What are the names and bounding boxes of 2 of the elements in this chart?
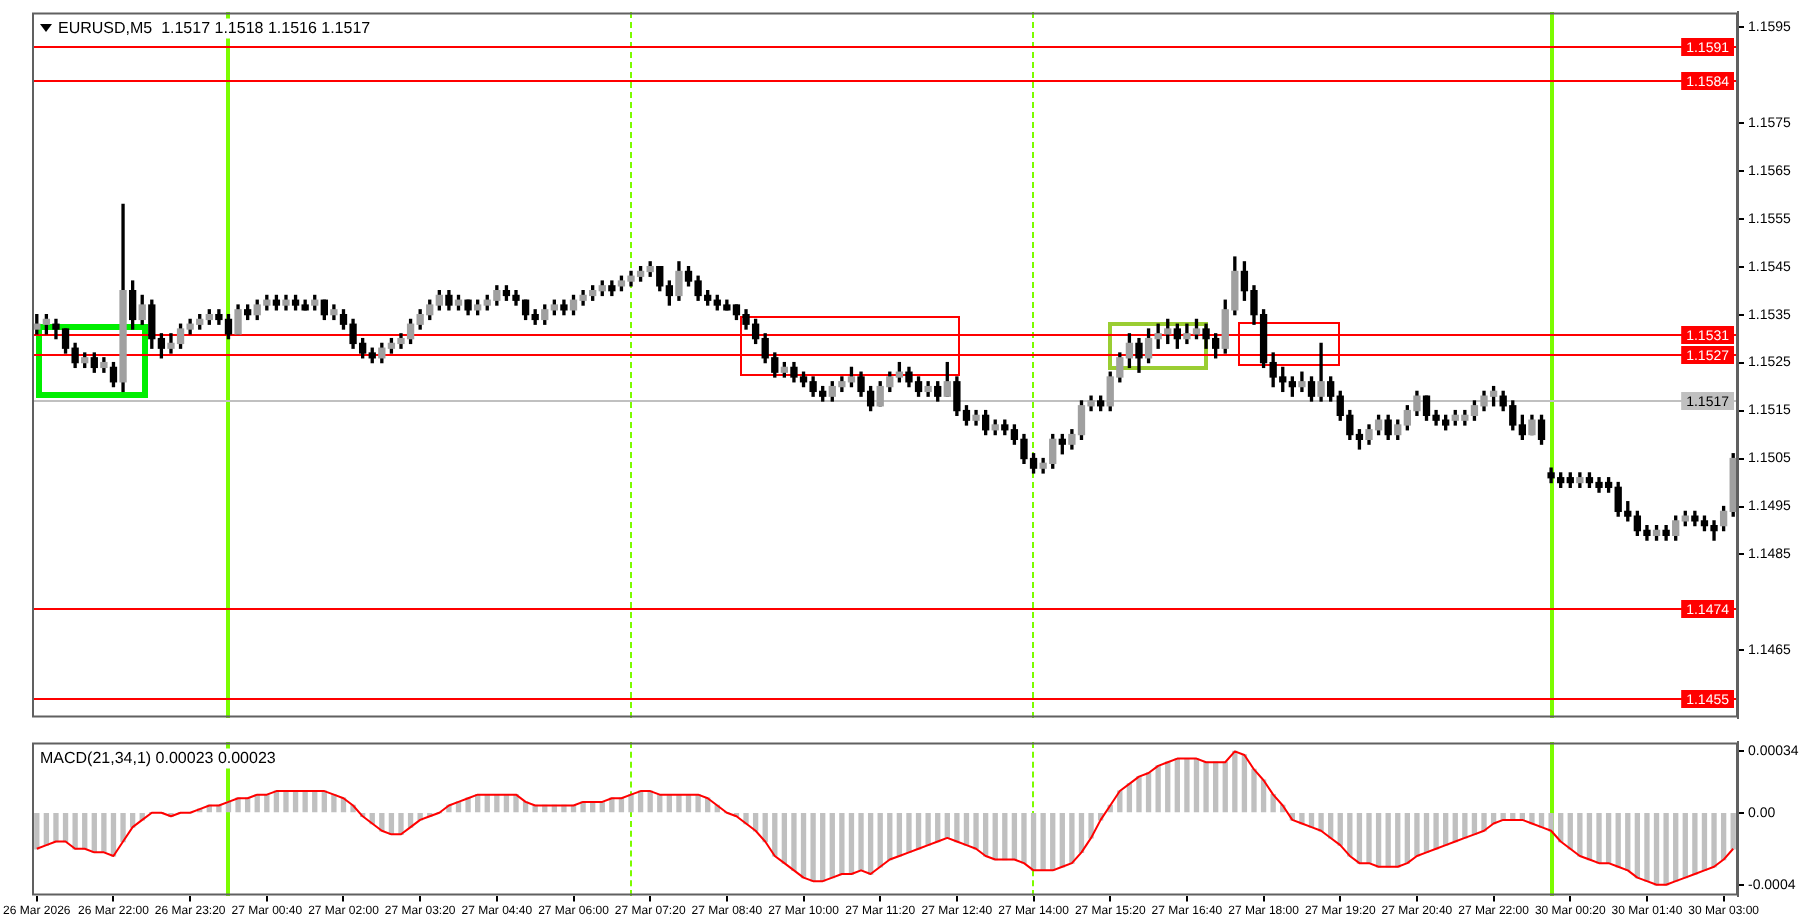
chart-title: EURUSD,M5 1.1517 1.1518 1.1516 1.1517 [58, 18, 372, 37]
chart-title: MACD(21,34,1) 0.00023 0.00023 [40, 748, 277, 767]
